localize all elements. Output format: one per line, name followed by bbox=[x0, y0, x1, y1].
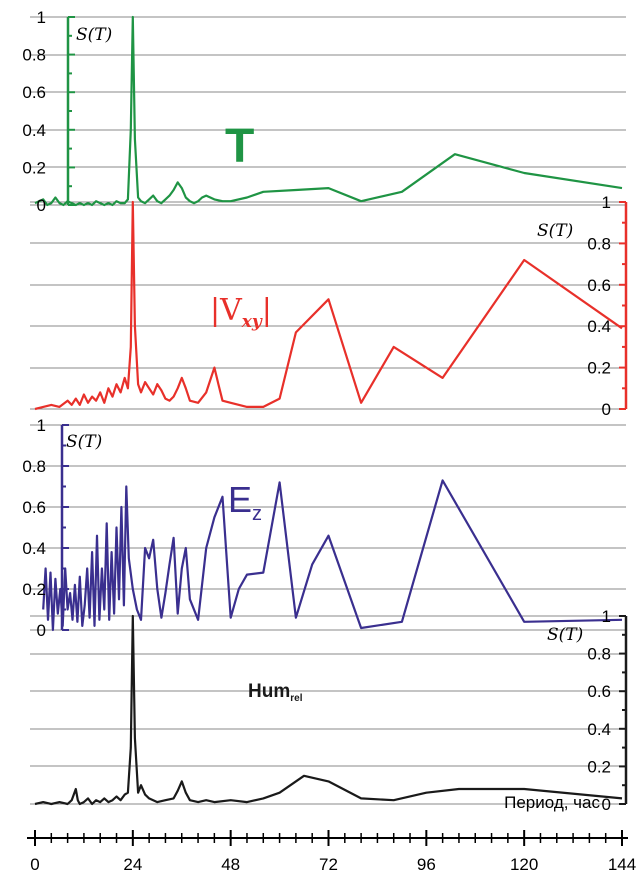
y-axis-title: S(T) bbox=[547, 625, 583, 645]
x-axis: Период, час 0 24 48 72 96 120 144 bbox=[27, 793, 636, 874]
x-tick-label: 120 bbox=[510, 855, 538, 874]
series-label-3: Ez bbox=[228, 479, 262, 525]
y-tick-label: 0.2 bbox=[587, 757, 611, 776]
grid-layer bbox=[30, 16, 626, 805]
y-tick-label: 0.2 bbox=[587, 359, 611, 378]
label-layer: 0 0.2 0.4 0.6 0.8 1 S(T) T 0 0.2 0.4 0.6 0.8 1 S(T) |Vx… bbox=[22, 8, 611, 814]
y-tick-label: 0 bbox=[37, 621, 46, 640]
y-axis-title: S(T) bbox=[66, 432, 102, 452]
series-label-4: Humrel bbox=[248, 681, 303, 704]
x-axis-title: Период, час bbox=[504, 793, 600, 812]
y-tick-label: 0.6 bbox=[22, 83, 46, 102]
series-line-2 bbox=[34, 200, 623, 411]
y-tick-label: 0.2 bbox=[22, 158, 46, 177]
series-label-2: |Vxy| bbox=[210, 293, 272, 332]
y-tick-label: 0.4 bbox=[22, 539, 46, 558]
y-tick-label: 0.6 bbox=[587, 276, 611, 295]
y-tick-label: 0 bbox=[602, 400, 611, 419]
y-tick-label: 0.8 bbox=[587, 234, 611, 253]
x-tick-label: 48 bbox=[221, 855, 240, 874]
series-line-1 bbox=[34, 15, 623, 207]
x-tick-label: 72 bbox=[319, 855, 338, 874]
x-tick-label: 96 bbox=[417, 855, 436, 874]
series-line-4 bbox=[34, 614, 623, 806]
series-layer bbox=[34, 15, 623, 806]
y-tick-label: 0 bbox=[602, 795, 611, 814]
y-tick-label: 1 bbox=[602, 607, 611, 626]
x-tick-label: 0 bbox=[30, 855, 39, 874]
y-tick-label: 0.6 bbox=[22, 498, 46, 517]
y-axis-title: S(T) bbox=[76, 25, 112, 45]
x-tick-label: 144 bbox=[608, 855, 636, 874]
y-tick-label: 0.8 bbox=[22, 46, 46, 65]
y-tick-label: 0 bbox=[37, 196, 46, 215]
y-tick-label: 0.4 bbox=[587, 720, 611, 739]
y-axis-title: S(T) bbox=[537, 221, 573, 241]
y-tick-label: 0.8 bbox=[587, 645, 611, 664]
series-line-3 bbox=[42, 479, 623, 632]
y-tick-label: 0.6 bbox=[587, 682, 611, 701]
y-tick-label: 0.8 bbox=[22, 457, 46, 476]
y-tick-label: 0.4 bbox=[587, 317, 611, 336]
y-tick-label: 0.2 bbox=[22, 580, 46, 599]
x-tick-label: 24 bbox=[123, 855, 142, 874]
y-tick-label: 0.4 bbox=[22, 121, 46, 140]
y-tick-label: 1 bbox=[37, 8, 46, 27]
y-tick-label: 1 bbox=[37, 416, 46, 435]
y-tick-label: 1 bbox=[602, 193, 611, 212]
series-label-1: T bbox=[225, 120, 254, 173]
axis-layer bbox=[60, 16, 628, 805]
